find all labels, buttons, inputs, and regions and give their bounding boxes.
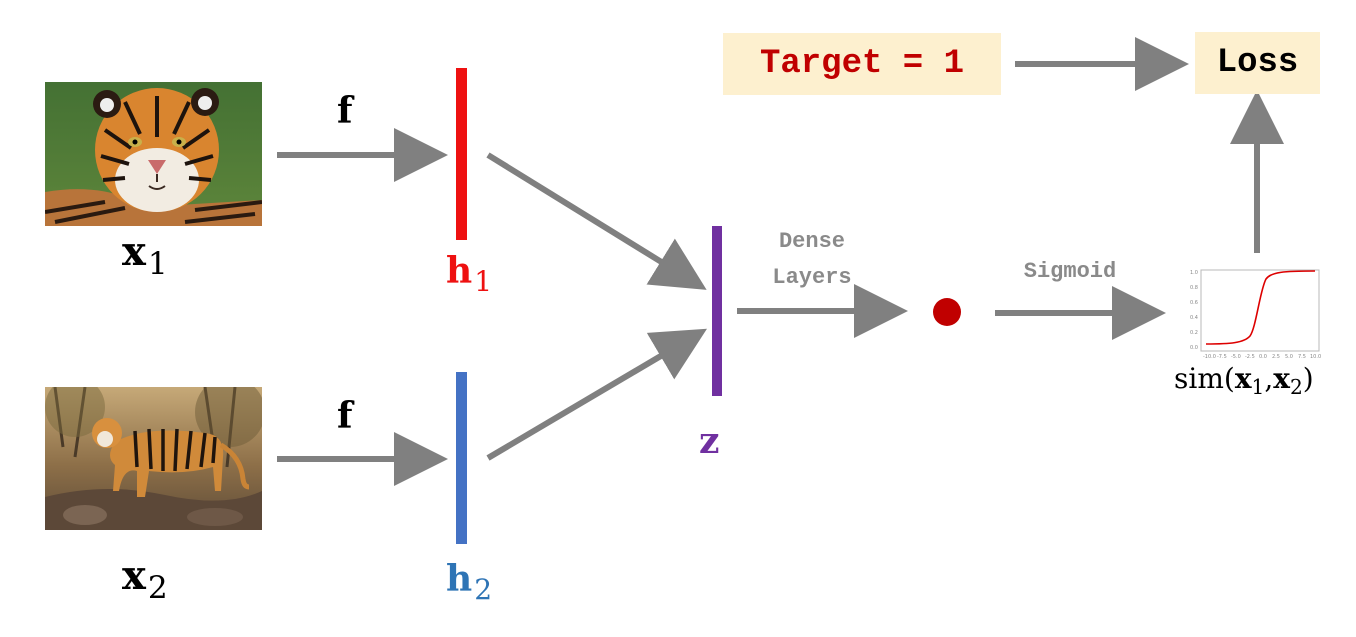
encoder-f-label-bottom: f [337,395,353,437]
target-text: Target = 1 [759,45,965,83]
sigmoid-label: Sigmoid [1023,259,1117,284]
arrow-h2-to-z [486,328,707,461]
svg-text:-2.5: -2.5 [1245,354,1255,360]
dot-product-node [933,298,961,326]
svg-text:-10.0: -10.0 [1203,354,1216,360]
svg-text:0.2: 0.2 [1190,330,1198,336]
h1-label: h1 [446,250,493,298]
encoder-f-label-top: f [337,90,353,132]
dense-layers-label: Dense Layers [772,229,852,290]
z-label: z [699,420,720,462]
svg-text:0.8: 0.8 [1190,285,1198,291]
svg-text:-5.0: -5.0 [1231,354,1241,360]
svg-text:-7.5: -7.5 [1217,354,1227,360]
x1-label: x1 [122,228,168,282]
h2-vector-bar [456,372,467,544]
svg-text:0.0: 0.0 [1259,354,1267,360]
loss-box: Loss [1195,32,1320,94]
sigmoid-plot-thumbnail: 1.0 0.8 0.6 0.4 0.2 0.0 -10.0 -7.5 -5.0 … [1177,266,1321,362]
arrow-h1-to-z [486,152,707,290]
z-vector-bar [712,226,722,396]
svg-text:2.5: 2.5 [1272,354,1280,360]
target-box: Target = 1 [723,33,1001,95]
h1-vector-bar [456,68,467,240]
tiger-face-image [45,82,262,226]
loss-text: Loss [1216,44,1299,82]
h2-label: h2 [446,558,493,606]
svg-text:0.4: 0.4 [1190,315,1198,321]
svg-text:5.0: 5.0 [1285,354,1293,360]
svg-text:0.0: 0.0 [1190,345,1198,351]
svg-text:1.0: 1.0 [1190,270,1198,276]
svg-text:7.5: 7.5 [1298,354,1306,360]
svg-text:0.6: 0.6 [1190,300,1198,306]
tiger-standing-image [45,387,262,530]
x2-label: x2 [122,552,168,606]
svg-text:10.0: 10.0 [1310,354,1321,360]
similarity-label: sim(x1,x2) [1174,362,1314,400]
